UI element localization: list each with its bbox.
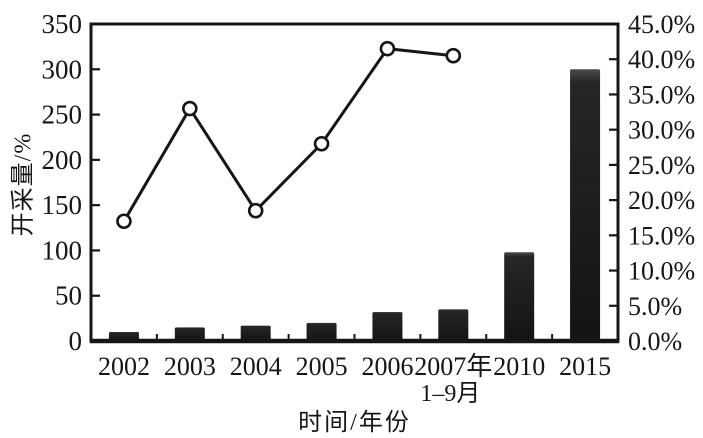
y-right-tick-label: 5.0% — [628, 292, 682, 321]
x-tick-label: 2006 — [361, 352, 413, 381]
y-right-tick-label: 45.0% — [628, 10, 695, 39]
x-tick-sublabel: 1–9月 — [420, 381, 480, 407]
x-axis-title: 时间/年份 — [298, 410, 411, 436]
y-right-tick-label: 20.0% — [628, 186, 695, 215]
y-right-tick-label: 25.0% — [628, 151, 695, 180]
y-right-tick-label: 15.0% — [628, 221, 695, 250]
bar-2005 — [306, 322, 337, 341]
trend-line — [122, 47, 454, 223]
line-marker-2004 — [247, 202, 264, 219]
y-left-tick-label: 350 — [42, 9, 83, 39]
y-left-tick-label: 100 — [42, 235, 83, 265]
y-left-tick-label: 200 — [42, 145, 83, 175]
bar-2003 — [174, 327, 205, 341]
y-left-tick-label: 250 — [42, 100, 83, 130]
x-tick-label: 2003 — [164, 352, 216, 381]
x-tick-label: 2005 — [296, 352, 348, 381]
line-marker-2006 — [379, 40, 396, 57]
plot-area: 0 50 100 150 200 250 300 350 0.0% 5.0% 10.0% 15.0% 2… — [42, 9, 696, 407]
plot-frame — [89, 22, 620, 343]
line-marker-2005 — [313, 135, 330, 152]
y-left-tick-label: 0 — [69, 326, 83, 356]
x-tick-label: 2010 — [493, 352, 545, 381]
bar-2010 — [504, 252, 535, 341]
y-right-tick-label: 35.0% — [628, 80, 695, 109]
y-right-tick-label: 40.0% — [628, 45, 695, 74]
y-right-tick-label: 0.0% — [628, 327, 682, 356]
line-marker-2002 — [116, 213, 132, 230]
bar-2006 — [372, 312, 403, 341]
x-tick-label: 2015 — [559, 352, 611, 381]
x-tick-label: 2004 — [230, 352, 282, 381]
line-marker-2007年 — [445, 47, 462, 64]
y-right-tick-label: 10.0% — [628, 257, 695, 286]
x-tick-label: 2007年 — [414, 352, 492, 381]
x-tick-label: 2002 — [98, 352, 150, 381]
bar-2004 — [240, 325, 271, 341]
y-left-tick-label: 300 — [42, 54, 83, 84]
y-right-tick-label: 30.0% — [628, 116, 695, 145]
y-left-tick-label: 150 — [42, 190, 83, 220]
line-marker-2003 — [182, 100, 198, 117]
bar-2007年 — [438, 309, 469, 341]
bar-2002 — [108, 331, 139, 341]
y-left-tick-label: 50 — [55, 281, 82, 311]
bar-2015 — [570, 69, 601, 342]
